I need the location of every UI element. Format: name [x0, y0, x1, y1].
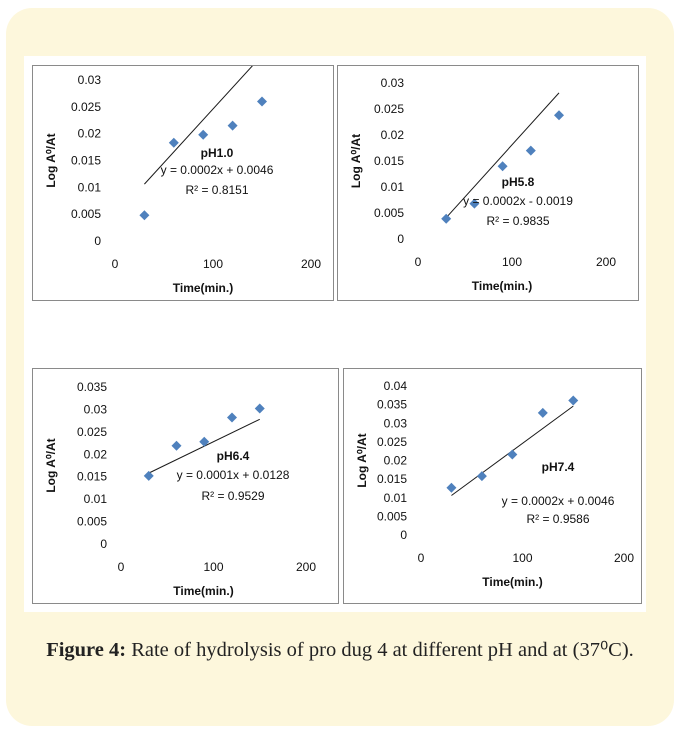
y-tick-label: 0.005 [77, 515, 107, 529]
y-tick-label: 0.015 [377, 472, 407, 486]
chart-svg: 0 100 200 0 0.005 0.01 0.015 0.02 0.025 0.03 Time(… [44, 66, 321, 295]
chart-svg: 0 100 200 0 0.005 0.01 0.015 0.02 0.025 0.03 0.035… [44, 380, 316, 598]
trend-equation: y = 0.0001x + 0.0128 [177, 468, 290, 482]
data-point [171, 440, 182, 451]
y-tick-label: 0.025 [377, 435, 407, 449]
data-point [554, 110, 564, 121]
x-axis-title: Time(min.) [482, 575, 542, 589]
x-tick-label: 100 [203, 257, 223, 271]
y-tick-label: 0.02 [78, 127, 102, 141]
chart-svg: 0 100 200 0 0.005 0.01 0.015 0.02 0.025 0.03 Time(… [349, 76, 616, 293]
ph-label: pH6.4 [217, 449, 250, 463]
r-squared: R² = 0.9586 [526, 512, 589, 526]
x-tick-label: 100 [512, 551, 532, 565]
data-point [227, 412, 237, 423]
data-point [469, 198, 480, 209]
caption-text: Rate of hydrolysis of pro dug 4 at diffe… [131, 639, 634, 661]
data-point [497, 161, 508, 172]
data-point [525, 145, 536, 156]
x-tick-label: 200 [596, 255, 616, 269]
y-axis-title: Log A⁰/At [44, 133, 58, 187]
data-point [198, 129, 209, 140]
r-squared: R² = 0.8151 [185, 183, 248, 197]
ph-label: pH1.0 [201, 146, 234, 160]
data-point [168, 137, 179, 148]
y-tick-label: 0.025 [374, 102, 404, 116]
x-tick-label: 200 [614, 551, 634, 565]
y-tick-label: 0 [94, 234, 101, 248]
x-axis-title: Time(min.) [173, 584, 233, 598]
chart-panel-ph7-4: 0 100 200 0 0.005 0.01 0.015 0.02 0.025 0.03 0.035… [343, 368, 642, 604]
ph-label: pH5.8 [502, 175, 535, 189]
y-tick-label: 0.03 [381, 76, 405, 90]
y-tick-label: 0.03 [78, 73, 102, 87]
trendline [144, 66, 253, 185]
y-tick-label: 0 [397, 232, 404, 246]
y-axis-title: Log A⁰/At [44, 438, 58, 492]
y-tick-label: 0.005 [71, 207, 101, 221]
y-tick-label: 0.015 [374, 154, 404, 168]
trend-equation: y = 0.0002x + 0.0046 [502, 494, 615, 508]
data-point [537, 407, 548, 418]
y-tick-label: 0.03 [384, 416, 408, 430]
y-tick-label: 0.015 [71, 154, 101, 168]
y-tick-label: 0.01 [78, 180, 102, 194]
chart-panel-ph5-8: 0 100 200 0 0.005 0.01 0.015 0.02 0.025 0.03 Time(… [337, 65, 639, 301]
y-tick-label: 0.005 [374, 206, 404, 220]
y-tick-label: 0.035 [77, 380, 107, 394]
y-tick-label: 0.01 [384, 491, 408, 505]
r-squared: R² = 0.9835 [486, 214, 549, 228]
figure-caption: Figure 4: Rate of hydrolysis of pro dug … [20, 634, 660, 666]
x-tick-label: 0 [415, 255, 422, 269]
trend-equation: y = 0.0002x + 0.0046 [161, 163, 274, 177]
y-axis-title: Log A⁰/At [349, 134, 363, 188]
ph-label: pH7.4 [542, 460, 575, 474]
x-tick-label: 100 [502, 255, 522, 269]
data-point [441, 213, 452, 224]
x-tick-label: 0 [418, 551, 425, 565]
y-tick-label: 0.02 [84, 447, 108, 461]
chart-panel-ph1-0: 0 100 200 0 0.005 0.01 0.015 0.02 0.025 0.03 Time(… [32, 65, 334, 301]
trend-equation: y = 0.0002x - 0.0019 [463, 194, 573, 208]
y-tick-label: 0.03 [84, 402, 108, 416]
data-point [257, 96, 267, 107]
data-point [227, 120, 238, 131]
y-tick-label: 0.04 [384, 379, 408, 393]
chart-panel-ph6-4: 0 100 200 0 0.005 0.01 0.015 0.02 0.025 0.03 0.035… [32, 368, 339, 604]
y-tick-label: 0.025 [71, 100, 101, 114]
x-tick-label: 200 [296, 560, 316, 574]
data-point [568, 395, 579, 406]
y-tick-label: 0.01 [381, 180, 405, 194]
chart-svg: 0 100 200 0 0.005 0.01 0.015 0.02 0.025 0.03 0.035… [355, 379, 634, 589]
y-axis-title: Log A⁰/At [355, 433, 369, 487]
y-tick-label: 0.025 [77, 425, 107, 439]
data-point [143, 470, 154, 481]
y-tick-label: 0.02 [381, 128, 405, 142]
x-tick-label: 0 [118, 560, 125, 574]
y-tick-label: 0.005 [377, 509, 407, 523]
y-tick-label: 0.02 [384, 454, 408, 468]
y-tick-label: 0.01 [84, 492, 108, 506]
y-tick-label: 0.015 [77, 470, 107, 484]
data-point [139, 210, 150, 221]
y-tick-label: 0 [100, 537, 107, 551]
data-point [199, 436, 210, 447]
x-tick-label: 100 [203, 560, 223, 574]
x-tick-label: 200 [301, 257, 321, 271]
caption-label: Figure 4: [46, 639, 127, 661]
data-point [476, 471, 487, 482]
r-squared: R² = 0.9529 [201, 489, 264, 503]
trendline [445, 92, 560, 219]
x-tick-label: 0 [112, 257, 119, 271]
x-axis-title: Time(min.) [472, 279, 532, 293]
data-point [446, 482, 457, 493]
data-point [507, 449, 518, 460]
y-tick-label: 0 [400, 528, 407, 542]
x-axis-title: Time(min.) [173, 281, 233, 295]
y-tick-label: 0.035 [377, 398, 407, 412]
data-point [254, 403, 265, 414]
